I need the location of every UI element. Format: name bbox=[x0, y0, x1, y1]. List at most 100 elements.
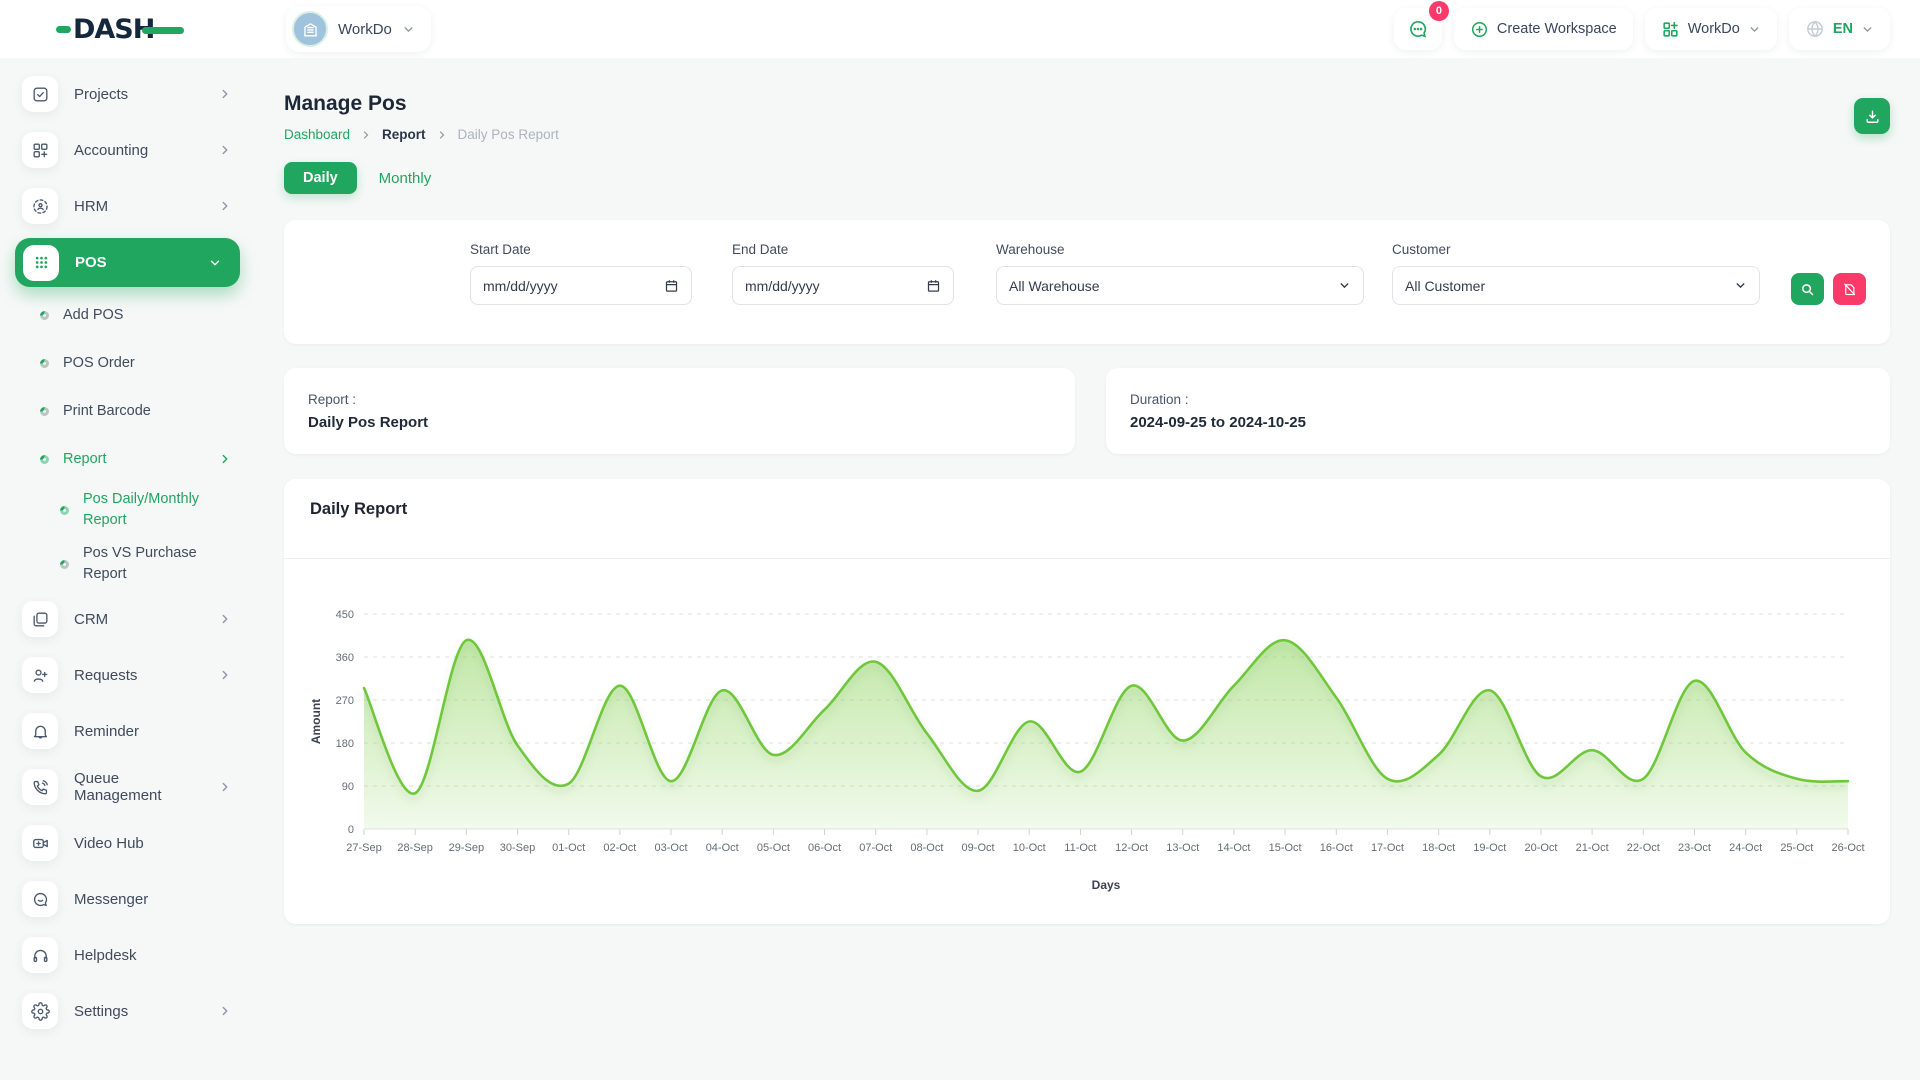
globe-icon bbox=[1806, 20, 1823, 38]
user-plus-icon bbox=[22, 657, 58, 694]
start-date-label: Start Date bbox=[470, 242, 531, 257]
chevron-right-icon bbox=[436, 129, 448, 141]
svg-text:30-Sep: 30-Sep bbox=[500, 842, 535, 854]
chevron-right-icon bbox=[222, 1006, 228, 1016]
chevron-right-icon bbox=[360, 129, 372, 141]
scan-user-icon bbox=[22, 188, 58, 224]
warehouse-select[interactable]: All Warehouse bbox=[996, 266, 1364, 305]
sidebar-item-projects[interactable]: Projects bbox=[0, 66, 258, 122]
svg-text:10-Oct: 10-Oct bbox=[1013, 842, 1046, 854]
svg-text:26-Oct: 26-Oct bbox=[1831, 842, 1864, 854]
phone-call-icon bbox=[22, 769, 58, 806]
workspace-menu-label: WorkDo bbox=[1687, 21, 1740, 37]
sidebar-item-messenger[interactable]: Messenger bbox=[0, 871, 258, 927]
chevron-right-icon bbox=[222, 782, 228, 792]
bullet-icon bbox=[58, 503, 71, 517]
chat-icon bbox=[1410, 21, 1427, 38]
svg-text:180: 180 bbox=[336, 738, 354, 750]
sidebar-item-crm[interactable]: CRM bbox=[0, 591, 258, 647]
view-tabs: Daily Monthly bbox=[284, 162, 1890, 194]
svg-text:17-Oct: 17-Oct bbox=[1371, 842, 1404, 854]
tab-daily[interactable]: Daily bbox=[284, 162, 357, 194]
svg-text:360: 360 bbox=[336, 652, 354, 664]
customer-select[interactable]: All Customer bbox=[1392, 266, 1760, 305]
main-content: Manage Pos Dashboard Report Daily Pos Re… bbox=[258, 58, 1920, 1080]
check-square-icon bbox=[22, 76, 58, 112]
svg-text:22-Oct: 22-Oct bbox=[1627, 842, 1660, 854]
chevron-down-icon bbox=[1734, 279, 1747, 292]
gear-icon bbox=[22, 993, 58, 1030]
calendar-icon bbox=[926, 278, 941, 293]
sidebar-subitem-pos-vs-purchase-report[interactable]: Pos VS Purchase Report bbox=[0, 537, 258, 591]
tab-monthly[interactable]: Monthly bbox=[378, 169, 432, 187]
header-actions: 0 Create Workspace WorkDo EN bbox=[1393, 1, 1920, 50]
sidebar-item-reminder[interactable]: Reminder bbox=[0, 703, 258, 759]
messages-button[interactable]: 0 bbox=[1393, 1, 1449, 50]
svg-text:15-Oct: 15-Oct bbox=[1269, 842, 1302, 854]
sidebar-subitem-report[interactable]: Report bbox=[0, 435, 258, 483]
report-label: Report : bbox=[308, 391, 357, 407]
brand-name: DASH bbox=[73, 13, 155, 45]
svg-text:23-Oct: 23-Oct bbox=[1678, 842, 1711, 854]
search-button[interactable] bbox=[1791, 273, 1824, 305]
duration-value: 2024-09-25 to 2024-10-25 bbox=[1130, 413, 1306, 431]
svg-text:Amount: Amount bbox=[309, 699, 323, 744]
breadcrumb-dashboard[interactable]: Dashboard bbox=[284, 127, 351, 142]
workspace-name: WorkDo bbox=[338, 20, 392, 38]
sidebar-item-accounting[interactable]: Accounting bbox=[0, 122, 258, 178]
svg-text:21-Oct: 21-Oct bbox=[1576, 842, 1609, 854]
sidebar-item-hrm[interactable]: HRM bbox=[0, 178, 258, 234]
top-header: DASH WorkDo 0 Create Workspace WorkDo EN bbox=[0, 0, 1920, 58]
svg-text:18-Oct: 18-Oct bbox=[1422, 842, 1455, 854]
sidebar-subitem-add-pos[interactable]: Add POS bbox=[0, 291, 258, 339]
sidebar-item-requests[interactable]: Requests bbox=[0, 647, 258, 703]
brand-logo[interactable]: DASH bbox=[0, 14, 258, 45]
logo-dot bbox=[56, 25, 71, 33]
sidebar-item-settings[interactable]: Settings bbox=[0, 983, 258, 1039]
svg-text:20-Oct: 20-Oct bbox=[1524, 842, 1557, 854]
download-icon bbox=[1865, 109, 1879, 123]
bullet-icon bbox=[38, 404, 51, 418]
svg-text:90: 90 bbox=[342, 781, 354, 793]
sidebar-item-video-hub[interactable]: Video Hub bbox=[0, 815, 258, 871]
reset-filter-button[interactable] bbox=[1833, 273, 1866, 305]
breadcrumb-current: Daily Pos Report bbox=[457, 127, 559, 142]
download-button[interactable] bbox=[1854, 98, 1890, 134]
sidebar-item-helpdesk[interactable]: Helpdesk bbox=[0, 927, 258, 983]
svg-text:02-Oct: 02-Oct bbox=[603, 842, 636, 854]
sidebar-subitem-pos-daily-monthly-report[interactable]: Pos Daily/Monthly Report bbox=[0, 483, 258, 537]
workspace-menu-button[interactable]: WorkDo bbox=[1644, 8, 1777, 50]
daily-report-card: Daily Report 0 90 180 270 360 450 27-Sep 28-Sep… bbox=[284, 479, 1890, 924]
chat-bubble-icon bbox=[22, 881, 58, 918]
svg-text:13-Oct: 13-Oct bbox=[1166, 842, 1199, 854]
svg-text:16-Oct: 16-Oct bbox=[1320, 842, 1353, 854]
headphones-icon bbox=[22, 937, 58, 974]
bullet-icon bbox=[58, 557, 71, 571]
sidebar-subitem-print-barcode[interactable]: Print Barcode bbox=[0, 387, 258, 435]
create-workspace-button[interactable]: Create Workspace bbox=[1453, 8, 1633, 50]
chevron-down-icon bbox=[210, 260, 220, 265]
breadcrumb-report[interactable]: Report bbox=[382, 127, 426, 142]
svg-text:05-Oct: 05-Oct bbox=[757, 842, 790, 854]
svg-text:0: 0 bbox=[348, 824, 354, 836]
chevron-right-icon bbox=[222, 89, 228, 99]
chevron-right-icon bbox=[222, 145, 228, 155]
sidebar-item-pos[interactable]: POS bbox=[15, 238, 240, 287]
svg-text:14-Oct: 14-Oct bbox=[1217, 842, 1250, 854]
svg-text:29-Sep: 29-Sep bbox=[449, 842, 484, 854]
svg-text:28-Sep: 28-Sep bbox=[397, 842, 432, 854]
sidebar-subitem-pos-order[interactable]: POS Order bbox=[0, 339, 258, 387]
chevron-down-icon bbox=[1863, 26, 1872, 32]
svg-text:07-Oct: 07-Oct bbox=[859, 842, 892, 854]
chart-title: Daily Report bbox=[310, 500, 408, 518]
calendar-icon bbox=[664, 278, 679, 293]
sidebar-item-queue-management[interactable]: Queue Management bbox=[0, 759, 258, 815]
building-icon bbox=[292, 11, 328, 47]
plus-circle-icon bbox=[1471, 21, 1487, 37]
start-date-input[interactable]: mm/dd/yyyy bbox=[470, 266, 692, 305]
workspace-switcher[interactable]: WorkDo bbox=[286, 6, 431, 52]
svg-text:11-Oct: 11-Oct bbox=[1064, 842, 1096, 854]
file-slash-icon bbox=[1844, 283, 1856, 295]
end-date-input[interactable]: mm/dd/yyyy bbox=[732, 266, 954, 305]
language-menu-button[interactable]: EN bbox=[1788, 8, 1890, 50]
